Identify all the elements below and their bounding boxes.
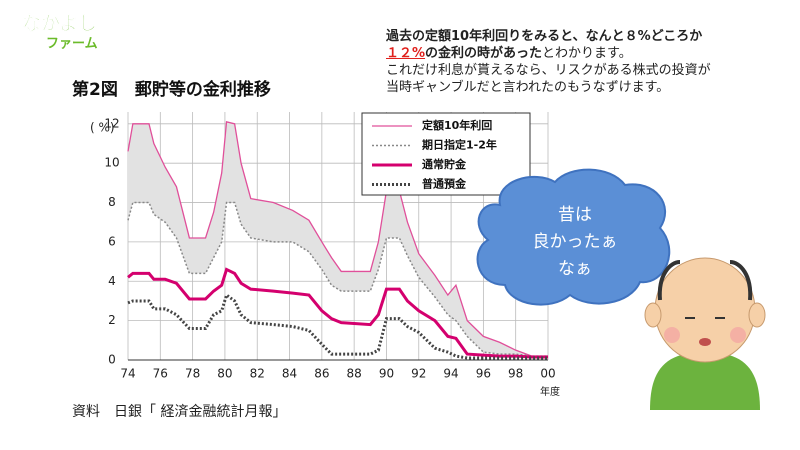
- plot: 0 2 4 6 8 10 12 74 76 78 80 82 84 86 88 90 92 94 96 98 00 定額1…: [104, 112, 556, 381]
- bubble-text: 良かったぁ: [533, 232, 618, 252]
- note-line: これだけ利息が貰えるなら、リスクがある株式の投資が: [386, 62, 711, 79]
- y-tick-label: 2: [108, 313, 116, 327]
- hair: [657, 260, 753, 301]
- bubble-shape: [476, 168, 671, 306]
- x-tick-label: 86: [314, 367, 329, 381]
- note: 過去の定額10年利回りをみると、なんと８%どころか １２%の金利の時があったとわ…: [386, 28, 711, 96]
- x-tick-label: 78: [185, 367, 200, 381]
- band: [128, 121, 548, 357]
- highlight: １２%: [386, 46, 426, 61]
- x-tick-label: 80: [217, 367, 232, 381]
- x-tick-label: 88: [347, 367, 362, 381]
- x-tick-label: 90: [379, 367, 394, 381]
- note-line: １２%の金利の時があったとわかります。: [386, 45, 711, 62]
- x-tick-label: 82: [250, 367, 265, 381]
- logo-text: なかよし: [22, 13, 97, 35]
- note-line: 当時ギャンブルだと言われたのもうなずけます。: [386, 79, 711, 96]
- legend-label: 期日指定1-2年: [422, 138, 497, 152]
- note-text: 過去の定額10年利回りをみると、なんと８%どころか: [386, 29, 703, 44]
- note-text: とわかります。: [542, 46, 632, 61]
- note-line: 過去の定額10年利回りをみると、なんと８%どころか: [386, 28, 711, 45]
- series-line: [127, 121, 548, 357]
- x-tick-label: 74: [120, 367, 135, 381]
- y-tick-label: 8: [108, 195, 116, 209]
- mouth: [699, 338, 711, 346]
- series-line: [127, 201, 548, 357]
- chart-title: 第2図 郵貯等の金利推移: [72, 79, 271, 100]
- note-text: 当時ギャンブルだと言われたのもうなずけます。: [386, 80, 670, 95]
- source: 資料 日銀「 経済金融統計月報」: [72, 404, 286, 420]
- y-tick-label: 12: [104, 116, 119, 130]
- note-text: の金利の時があった: [425, 46, 543, 61]
- x-tick-label: 84: [282, 367, 297, 381]
- bubble-text: なぁ: [558, 259, 592, 279]
- y-axis-label: ( %): [90, 121, 115, 135]
- x-tick-label: 76: [153, 367, 168, 381]
- x-tick-label: 96: [476, 367, 491, 381]
- series-line: [127, 267, 548, 359]
- cheek: [730, 327, 746, 343]
- shirt: [650, 352, 760, 410]
- logo: なかよし ファーム: [22, 12, 98, 52]
- legend-box: [361, 112, 531, 196]
- y-tick-label: 10: [104, 156, 119, 170]
- old-man: [644, 257, 766, 410]
- x-tick-label: 00: [540, 367, 555, 381]
- y-tick-label: 0: [108, 353, 116, 367]
- ear: [644, 302, 662, 328]
- x-tick-label: 98: [508, 367, 523, 381]
- ear: [748, 302, 766, 328]
- note-text: これだけ利息が貰えるなら、リスクがある株式の投資が: [386, 63, 711, 78]
- y-tick-label: 6: [108, 234, 116, 248]
- x-tick-label: 92: [411, 367, 426, 381]
- bubble-text: 昔は: [558, 205, 592, 225]
- y-tick-label: 4: [108, 274, 116, 288]
- legend-label: 定額10年利回: [422, 118, 492, 132]
- x-axis-label: 年度: [540, 385, 560, 398]
- logo-text: ファーム: [46, 37, 98, 52]
- x-tick-label: 94: [443, 367, 458, 381]
- legend-label: 普通預金: [422, 177, 467, 191]
- legend-label: 通常貯金: [422, 157, 467, 171]
- head: [654, 257, 756, 363]
- cheek: [664, 327, 680, 343]
- speech-bubble: 昔は 良かったぁ なぁ: [476, 168, 671, 306]
